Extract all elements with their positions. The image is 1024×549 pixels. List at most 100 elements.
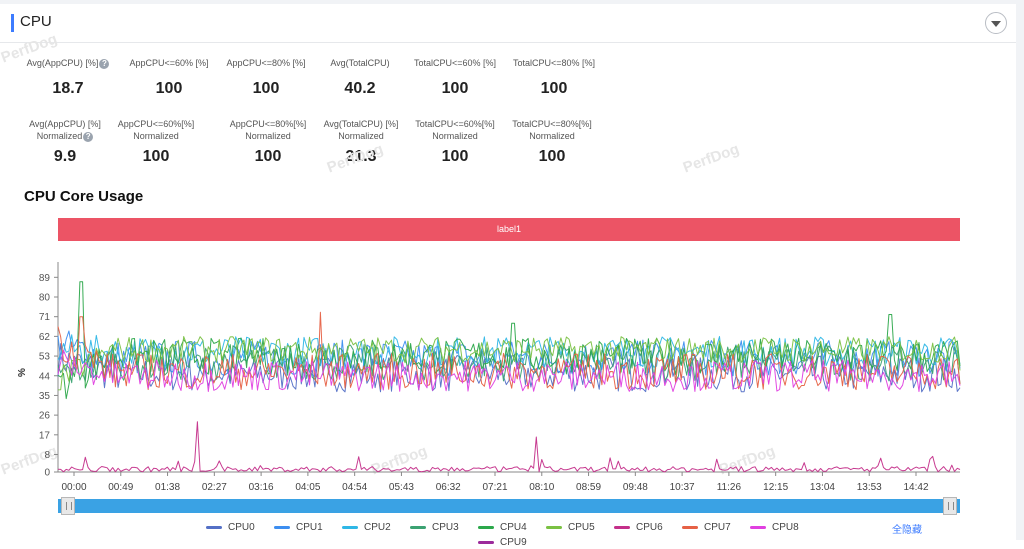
x-tick-label: 13:04: [810, 482, 835, 493]
metric-label: AppCPU<=80%[%]: [229, 119, 307, 129]
metric-sublabel: Normalized: [338, 131, 384, 141]
legend-item-cpu0[interactable]: CPU0: [206, 520, 255, 534]
x-tick-label: 04:54: [342, 482, 367, 493]
window-top-border: [0, 0, 1024, 4]
metric-sublabel: Normalized: [245, 131, 291, 141]
series-line-cpu8: [57, 349, 961, 392]
legend-item-cpu1[interactable]: CPU1: [274, 520, 323, 534]
legend-swatch: [206, 525, 222, 529]
metric-value: 100: [142, 148, 170, 165]
series-line-cpu6: [57, 421, 961, 473]
chevron-down-icon: [991, 21, 1001, 27]
x-tick-label: 00:00: [61, 482, 86, 493]
metric-label: AppCPU<=80% [%]: [226, 58, 306, 68]
series-line-cpu0: [57, 343, 961, 393]
metric-appcpu-le80: AppCPU<=80% [%] 100: [211, 57, 321, 98]
x-tick-label: 02:27: [202, 482, 227, 493]
metric-label: AppCPU<=60% [%]: [129, 58, 209, 68]
metric-value: 18.7: [52, 80, 84, 97]
legend-label: CPU1: [296, 521, 323, 533]
metric-totalcpu-le60: TotalCPU<=60% [%] 100: [400, 57, 510, 98]
metric-value: 100: [155, 80, 183, 97]
legend-label: CPU2: [364, 521, 391, 533]
metric-value: 100: [254, 148, 282, 165]
metric-value: 100: [538, 148, 566, 165]
metric-label: TotalCPU<=60% [%]: [413, 58, 497, 68]
hide-all-button[interactable]: 全隐藏: [892, 525, 922, 536]
metric-label: TotalCPU<=60%[%]: [415, 119, 495, 129]
y-tick-label: 44: [39, 371, 51, 382]
legend-label: CPU3: [432, 521, 459, 533]
legend-label: CPU5: [568, 521, 595, 533]
label-marker-bar[interactable]: label1: [58, 218, 960, 241]
help-icon[interactable]: ?: [83, 131, 94, 142]
y-tick-label: 8: [44, 450, 50, 461]
x-tick-label: 11:26: [717, 482, 742, 493]
y-tick-label: 89: [39, 273, 51, 284]
x-tick-label: 08:10: [529, 482, 554, 493]
legend-label: CPU6: [636, 521, 663, 533]
metric-label: Avg(TotalCPU) [%]: [323, 119, 399, 129]
legend-item-cpu2[interactable]: CPU2: [342, 520, 391, 534]
metric-sublabel: Normalized: [36, 131, 83, 141]
y-tick-label: 0: [44, 468, 50, 479]
x-tick-label: 10:37: [670, 482, 695, 493]
y-tick-label: 71: [39, 312, 51, 323]
panel-title: CPU: [20, 13, 52, 30]
metric-label: Avg(AppCPU) [%]: [29, 119, 101, 129]
metric-avg-appcpu-normalized: Avg(AppCPU) [%] Normalized? 9.9: [10, 118, 120, 166]
metric-sublabel: Normalized: [432, 131, 478, 141]
x-tick-label: 09:48: [623, 482, 648, 493]
x-tick-label: 13:53: [857, 482, 882, 493]
metric-sublabel: Normalized: [133, 131, 179, 141]
window-right-border: [1016, 0, 1024, 540]
legend-label: CPU0: [228, 521, 255, 533]
metric-value: 100: [252, 80, 280, 97]
x-tick-label: 05:43: [389, 482, 414, 493]
slider-left-handle[interactable]: [61, 497, 75, 515]
legend-swatch: [478, 525, 494, 529]
slider-right-handle[interactable]: [943, 497, 957, 515]
legend-item-cpu5[interactable]: CPU5: [546, 520, 595, 534]
legend-swatch: [478, 540, 494, 544]
legend-item-cpu8[interactable]: CPU8: [750, 520, 799, 534]
metric-totalcpu-le60-normalized: TotalCPU<=60%[%] Normalized 100: [400, 118, 510, 166]
metric-avg-totalcpu: Avg(TotalCPU) 40.2: [305, 57, 415, 98]
metric-appcpu-le80-normalized: AppCPU<=80%[%] Normalized 100: [213, 118, 323, 166]
series-line-cpu3: [57, 343, 961, 385]
y-tick-label: 26: [39, 411, 51, 422]
legend-item-cpu3[interactable]: CPU3: [410, 520, 459, 534]
time-range-slider[interactable]: [58, 499, 960, 513]
metric-label: TotalCPU<=80%[%]: [512, 119, 592, 129]
x-tick-label: 04:05: [295, 482, 320, 493]
metric-appcpu-le60: AppCPU<=60% [%] 100: [114, 57, 224, 98]
metric-appcpu-le60-normalized: AppCPU<=60%[%] Normalized 100: [101, 118, 211, 166]
legend-label: CPU8: [772, 521, 799, 533]
legend-item-cpu4[interactable]: CPU4: [478, 520, 527, 534]
legend-swatch: [410, 525, 426, 529]
metric-value: 9.9: [53, 148, 77, 165]
metric-value: 100: [441, 80, 469, 97]
x-tick-label: 14:42: [903, 482, 928, 493]
legend-item-cpu6[interactable]: CPU6: [614, 520, 663, 534]
metric-sublabel: Normalized: [529, 131, 575, 141]
cpu-panel-header: CPU: [0, 4, 1016, 43]
legend-swatch: [682, 525, 698, 529]
y-tick-label: 17: [39, 430, 51, 441]
legend-swatch: [274, 525, 290, 529]
legend-item-cpu7[interactable]: CPU7: [682, 520, 731, 534]
help-icon[interactable]: ?: [99, 58, 110, 69]
legend-swatch: [342, 525, 358, 529]
metric-value: 100: [540, 80, 568, 97]
x-tick-label: 01:38: [155, 482, 180, 493]
x-tick-label: 07:21: [482, 482, 507, 493]
y-tick-label: 53: [39, 352, 51, 363]
collapse-button[interactable]: [985, 12, 1007, 34]
legend-item-cpu9[interactable]: CPU9: [478, 535, 527, 549]
legend-swatch: [546, 525, 562, 529]
legend-swatch: [750, 525, 766, 529]
x-tick-label: 12:15: [763, 482, 788, 493]
legend-label: CPU7: [704, 521, 731, 533]
legend-label: CPU4: [500, 521, 527, 533]
